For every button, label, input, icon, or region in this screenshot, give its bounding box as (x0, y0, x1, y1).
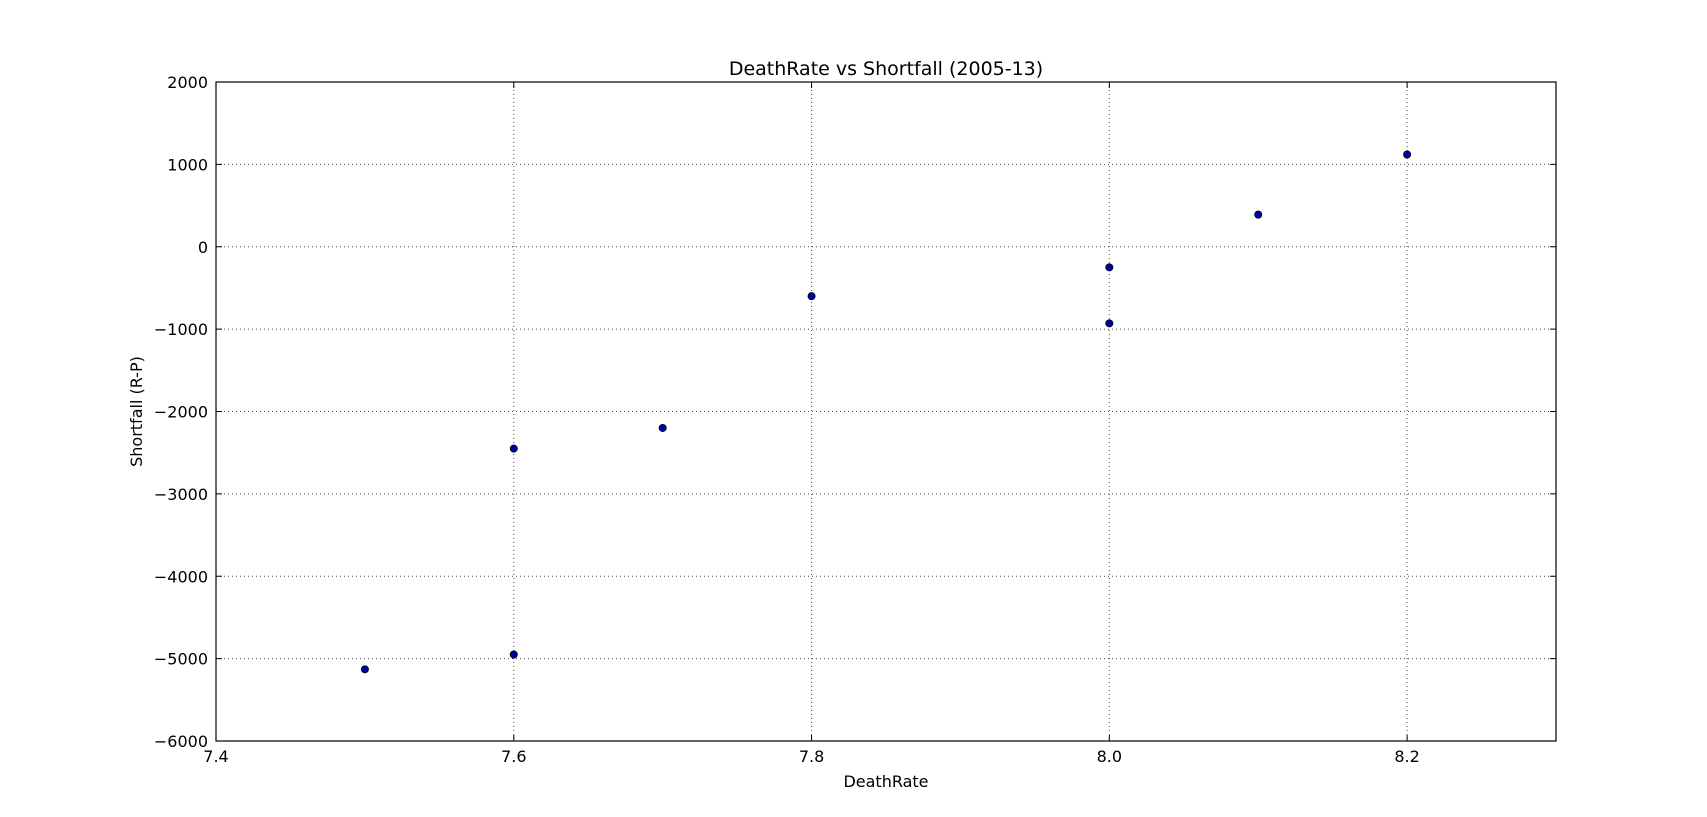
data-point (509, 444, 518, 453)
x-tick-label: 7.8 (799, 747, 824, 766)
data-point (509, 650, 518, 659)
x-tick-label: 7.6 (501, 747, 526, 766)
y-tick-label: −5000 (154, 650, 208, 669)
y-tick-label: −3000 (154, 485, 208, 504)
y-tick-label: −6000 (154, 732, 208, 751)
data-point (807, 292, 816, 301)
x-tick-label: 8.0 (1097, 747, 1122, 766)
data-point (1403, 150, 1412, 159)
data-point (360, 665, 369, 674)
data-point (1105, 319, 1114, 328)
y-axis-label: Shortfall (R-P) (127, 356, 146, 467)
data-point (658, 423, 667, 432)
x-tick-label: 8.2 (1394, 747, 1419, 766)
x-axis-label: DeathRate (843, 772, 928, 791)
y-tick-label: −2000 (154, 403, 208, 422)
plot-frame (215, 81, 1557, 742)
x-tick-label: 7.4 (203, 747, 228, 766)
data-points (360, 150, 1412, 674)
y-tick-label: 2000 (167, 73, 208, 92)
tick-labels: 7.4 7.6 7.8 8.0 8.2 2000 1000 0 −1000 −2000 −3000 −… (154, 73, 1420, 766)
y-tick-label: −4000 (154, 567, 208, 586)
y-tick-label: 1000 (167, 155, 208, 174)
chart-title: DeathRate vs Shortfall (2005-13) (729, 58, 1043, 80)
y-tick-label: 0 (198, 238, 208, 257)
data-point (1254, 210, 1263, 219)
y-tick-label: −1000 (154, 320, 208, 339)
grid-lines (216, 82, 1556, 741)
data-point (1105, 263, 1114, 272)
